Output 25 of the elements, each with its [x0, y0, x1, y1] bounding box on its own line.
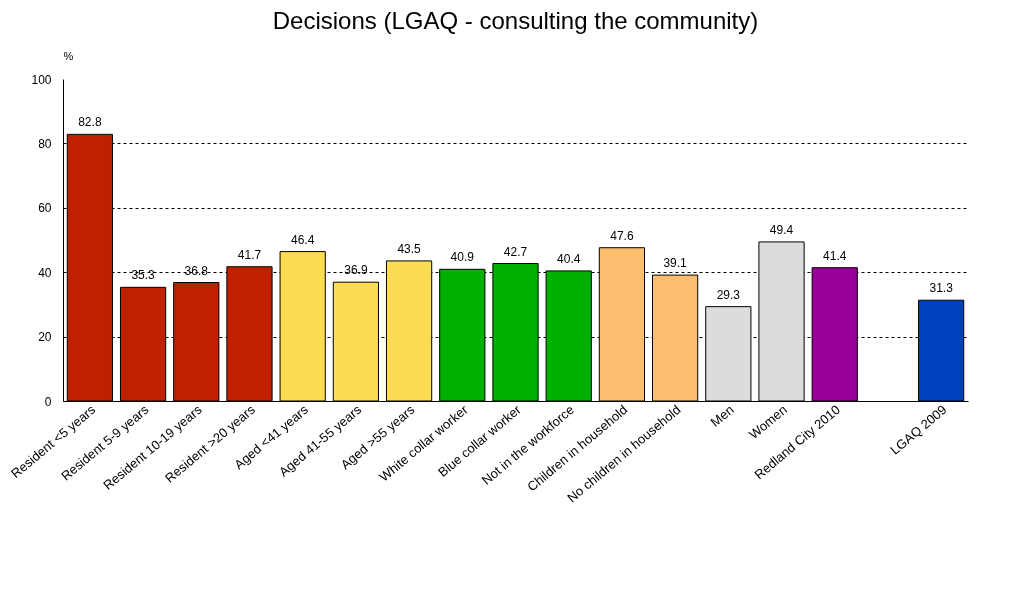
data-label: 36.9 [344, 263, 368, 278]
data-label: 40.4 [557, 251, 581, 266]
y-tick-label: 100 [31, 72, 52, 87]
data-label: 39.1 [663, 256, 688, 271]
data-label: 31.3 [929, 281, 954, 296]
data-label: 41.4 [823, 248, 847, 263]
y-axis-title: % [63, 49, 74, 62]
chart-title: Decisions (LGAQ - consulting the community) [272, 7, 759, 34]
data-label: 42.7 [503, 244, 528, 259]
y-tick-label: 80 [38, 136, 52, 151]
y-tick-label: 20 [38, 330, 52, 345]
data-label: 49.4 [769, 222, 794, 237]
y-tick-label: 40 [38, 265, 52, 280]
y-tick-label: 0 [44, 394, 52, 409]
data-label: 40.9 [450, 250, 475, 265]
data-label: 29.3 [716, 287, 741, 302]
x-tick-label: Men [707, 401, 737, 430]
data-label: 47.6 [610, 228, 634, 243]
data-label: 35.3 [131, 268, 156, 283]
data-label: 36.8 [184, 263, 209, 278]
data-label: 41.7 [237, 247, 262, 262]
data-label: 82.8 [78, 115, 102, 130]
data-label: 46.4 [291, 232, 315, 247]
y-tick-label: 60 [38, 201, 52, 216]
data-label: 43.5 [397, 241, 422, 256]
